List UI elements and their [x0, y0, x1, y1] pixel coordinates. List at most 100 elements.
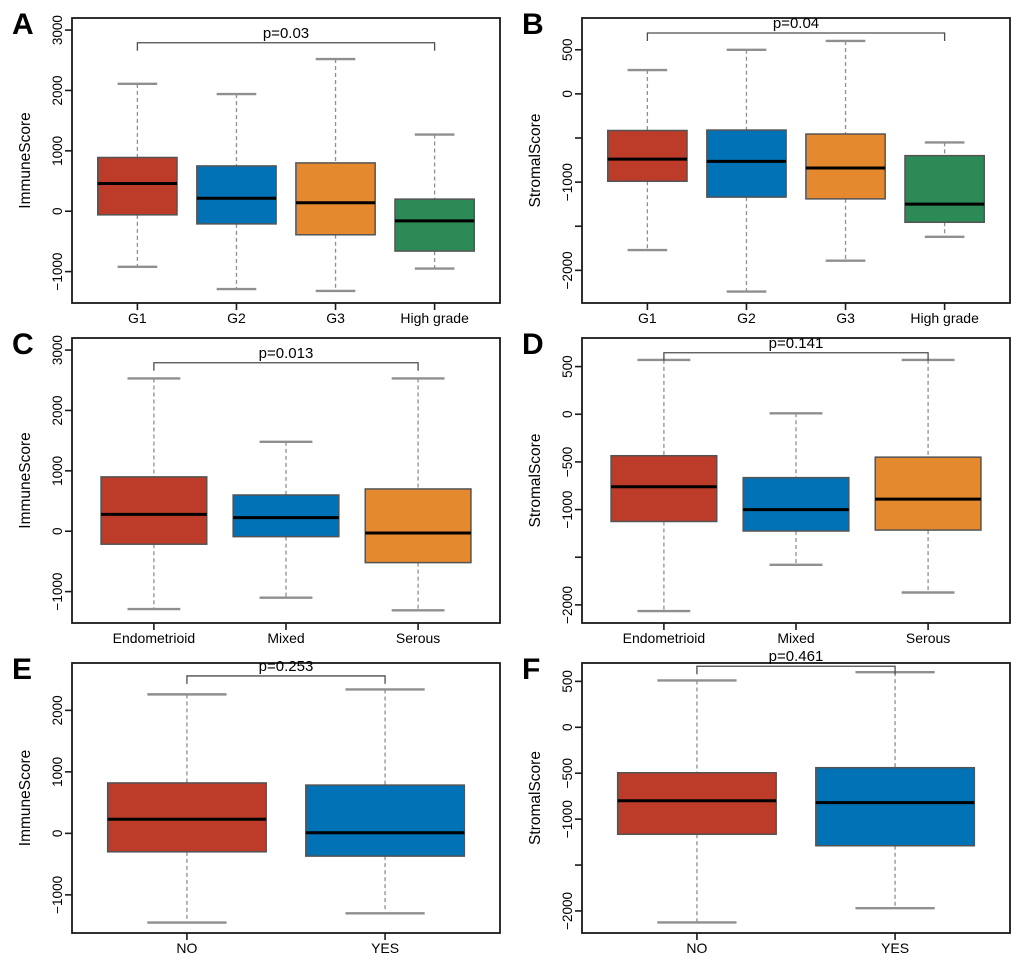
panel-label-d: D	[522, 328, 544, 361]
box-endometrioid	[610, 454, 718, 523]
y-tick-label: −1000	[560, 163, 575, 201]
x-tick-label-endometrioid: Endometrioid	[623, 630, 706, 646]
boxplot-svg-a: A ImmuneScore −1000 0 1000 2000 3000 G1 G2 G3 High…	[12, 8, 501, 326]
panel-label-f: F	[522, 653, 540, 686]
plot-border	[581, 662, 1011, 934]
box-no	[106, 782, 267, 853]
box-g1	[607, 129, 688, 182]
x-tick-label-mixed: Mixed	[267, 630, 304, 646]
panel-label-c: C	[12, 328, 34, 361]
plot-border	[71, 662, 501, 934]
panel-d: D StromalScore −2000 −1000 −500 0 500 Endometri…	[510, 320, 1020, 646]
x-tick-label-mixed: Mixed	[777, 630, 814, 646]
box-yes	[305, 784, 466, 857]
box-g3	[805, 133, 886, 200]
significance-bracket-f	[696, 665, 896, 675]
boxplot-svg-c: C ImmuneScore −1000 0 1000 2000 3000 Endometrio…	[12, 328, 501, 646]
y-tick-label: 2000	[50, 75, 65, 105]
box-g2	[706, 129, 787, 198]
box-g2	[196, 165, 277, 225]
plot-border	[71, 17, 501, 304]
y-tick-label: 3000	[50, 15, 65, 45]
boxplot-svg-b: B StromalScore −2000 −1000 0 500 G1 G2 G3 High gr…	[522, 8, 1011, 326]
box-high-grade	[394, 198, 475, 252]
p-value-label-d: p=0.141	[769, 335, 824, 352]
panel-a: A ImmuneScore −1000 0 1000 2000 3000 G1 G2 G3 High…	[0, 0, 510, 326]
y-tick-label: −1000	[560, 800, 575, 838]
significance-bracket-b	[646, 32, 946, 41]
y-axis-title: ImmuneScore	[17, 112, 34, 208]
p-value-label-f: p=0.461	[769, 648, 824, 665]
significance-bracket-e	[186, 675, 386, 684]
box-high-grade	[904, 154, 985, 224]
significance-bracket-a	[136, 42, 436, 51]
y-tick-label: 500	[560, 670, 575, 693]
y-tick-label: 0	[560, 90, 575, 98]
y-tick-label: 0	[560, 724, 575, 732]
y-tick-label: 2000	[50, 695, 65, 725]
box-serous	[364, 488, 472, 564]
y-axis-title: StromalScore	[527, 434, 544, 528]
y-tick-label: 1000	[50, 456, 65, 486]
x-tick-label-g2: G2	[737, 310, 756, 326]
panel-e: E ImmuneScore −1000 0 1000 2000 NO YES p=0.253	[0, 645, 510, 963]
x-tick-label-serous: Serous	[396, 630, 440, 646]
box-endometrioid	[100, 476, 208, 545]
x-tick-label-yes: YES	[371, 940, 399, 956]
panel-f: F StromalScore −2000 −1000 −500 0 500 NO YES p=0.…	[510, 645, 1020, 963]
x-tick-label-g3: G3	[326, 310, 345, 326]
y-tick-label: 0	[50, 207, 65, 215]
y-tick-label: −2000	[560, 251, 575, 289]
y-axis-title: ImmuneScore	[17, 750, 34, 846]
panel-label-a: A	[12, 8, 34, 41]
x-tick-label-no: NO	[686, 940, 707, 956]
x-tick-label-endometrioid: Endometrioid	[113, 630, 196, 646]
p-value-label-c: p=0.013	[259, 345, 314, 362]
x-tick-label-no: NO	[176, 940, 197, 956]
y-tick-label: 1000	[50, 136, 65, 166]
box-g3	[295, 162, 376, 236]
boxplot-svg-d: D StromalScore −2000 −1000 −500 0 500 Endometri…	[522, 328, 1011, 646]
y-tick-label: 0	[50, 527, 65, 535]
boxplot-svg-f: F StromalScore −2000 −1000 −500 0 500 NO YES p=0.…	[522, 648, 1011, 956]
box-mixed	[232, 494, 340, 538]
y-tick-label: −500	[560, 758, 575, 788]
y-tick-label: −1000	[50, 876, 65, 914]
p-value-label-b: p=0.04	[773, 15, 819, 32]
p-value-label-a: p=0.03	[263, 25, 309, 42]
significance-bracket-d	[663, 352, 929, 361]
x-tick-label-g2: G2	[227, 310, 246, 326]
x-tick-label-g3: G3	[836, 310, 855, 326]
y-tick-label: 2000	[50, 395, 65, 425]
plot-border	[581, 337, 1011, 624]
y-tick-label: −1000	[50, 573, 65, 611]
box-mixed	[742, 476, 850, 532]
y-axis-title: ImmuneScore	[17, 432, 34, 528]
panel-label-b: B	[522, 8, 544, 41]
box-no	[616, 771, 777, 836]
box-serous	[874, 456, 982, 531]
y-tick-label: −2000	[560, 586, 575, 624]
x-tick-label-g1: G1	[638, 310, 657, 326]
p-value-label-e: p=0.253	[259, 658, 314, 675]
y-axis-title: StromalScore	[527, 114, 544, 208]
x-tick-label-high-grade: High grade	[910, 310, 979, 326]
y-tick-label: 0	[50, 830, 65, 838]
y-tick-label: 500	[560, 355, 575, 378]
panel-b: B StromalScore −2000 −1000 0 500 G1 G2 G3 High gr…	[510, 0, 1020, 326]
y-tick-label: −2000	[560, 892, 575, 930]
box-yes	[815, 766, 976, 847]
panel-label-e: E	[12, 653, 32, 686]
y-tick-label: 3000	[50, 335, 65, 365]
y-tick-label: −1000	[50, 253, 65, 291]
panel-c: C ImmuneScore −1000 0 1000 2000 3000 Endometrio…	[0, 320, 510, 646]
x-tick-label-serous: Serous	[906, 630, 950, 646]
y-tick-label: −500	[560, 447, 575, 477]
plot-border	[71, 337, 501, 624]
y-tick-label: −1000	[560, 491, 575, 529]
y-tick-label: 0	[560, 410, 575, 418]
significance-bracket-c	[153, 362, 419, 371]
y-tick-label: 1000	[50, 757, 65, 787]
x-tick-label-g1: G1	[128, 310, 147, 326]
